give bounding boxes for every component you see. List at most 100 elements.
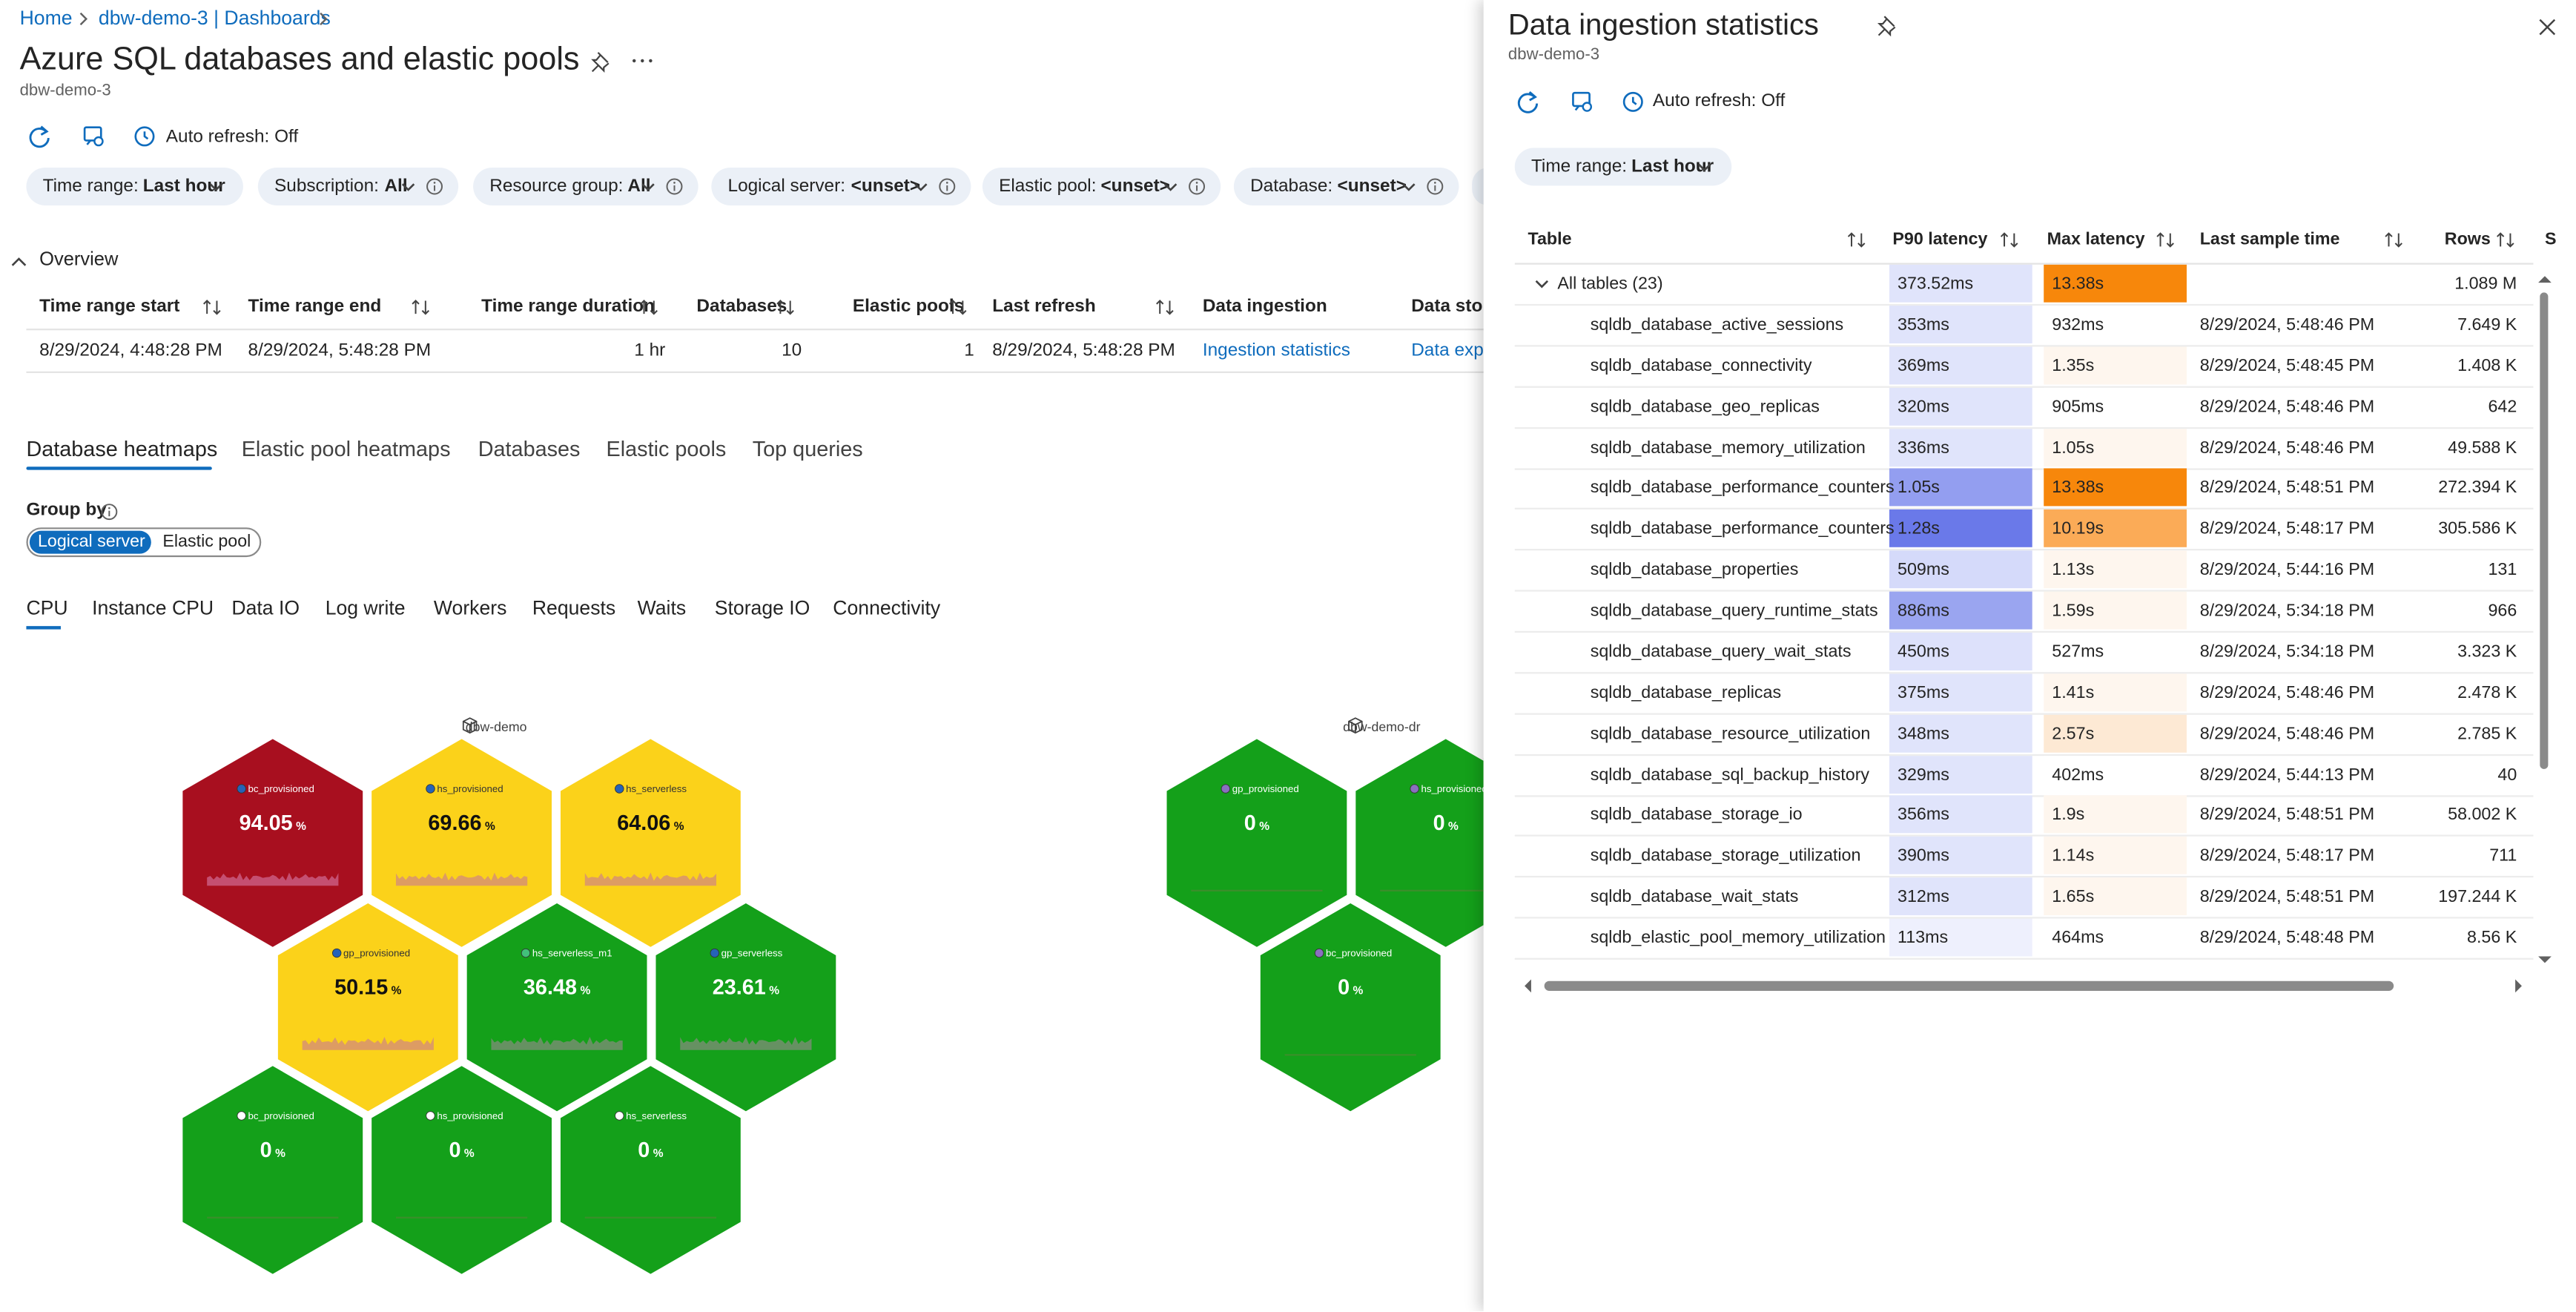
clock-icon[interactable] [1622, 90, 1645, 113]
table-row[interactable]: All tables (23) 373.52ms 13.38s 1.089 M [1514, 264, 2534, 306]
sort-icon[interactable] [1155, 297, 1175, 317]
p90-latency: 369ms [1898, 355, 1949, 376]
sort-icon[interactable] [2156, 230, 2176, 250]
refresh-button[interactable] [28, 125, 51, 148]
metric-tab[interactable]: Requests [532, 596, 616, 620]
sort-icon[interactable] [948, 297, 968, 317]
max-latency: 2.57s [2052, 723, 2095, 744]
tab[interactable]: Elastic pools [606, 436, 727, 461]
filter-pill[interactable]: Subscription: All [257, 167, 459, 205]
hex [366, 1060, 557, 1280]
table-row[interactable]: sqldb_database_active_sessions 353ms 932ms… [1514, 305, 2534, 347]
last-sample-time: 8/29/2024, 5:48:46 PM [2199, 723, 2375, 744]
auto-refresh[interactable]: Auto refresh: Off [1652, 90, 1786, 111]
metric-tab[interactable]: Storage IO [714, 596, 810, 620]
hex-tile[interactable]: hs_provisioned 69.66% [366, 733, 557, 953]
tab[interactable]: Database heatmaps [26, 436, 218, 461]
table-row[interactable]: sqldb_database_query_runtime_stats 886ms 1… [1514, 591, 2534, 633]
table-row[interactable]: sqldb_database_memory_utilization 336ms 1.… [1514, 428, 2534, 469]
breadcrumb-link[interactable]: Home [19, 6, 73, 30]
metric-tab[interactable]: CPU [26, 596, 68, 620]
filter-pill[interactable]: Time range: Last hour [26, 167, 243, 205]
table-column-header: Table [1528, 229, 1572, 250]
filter-pill[interactable]: Database: <unset> [1233, 167, 1459, 205]
hex-tile[interactable]: bc_provisioned 94.05% [177, 733, 368, 953]
hex-tile[interactable]: hs_serverless_m1 36.48% [462, 897, 653, 1118]
refresh-button[interactable] [1516, 90, 1539, 113]
filter-pill[interactable]: Elastic pool: <unset> [982, 167, 1221, 205]
sort-icon[interactable] [1999, 230, 2019, 250]
hex-tile[interactable]: hs_serverless 64.06% [555, 733, 746, 953]
tab[interactable]: Databases [478, 436, 581, 461]
hex-tile[interactable]: hs_provisioned 0% [1350, 733, 1484, 953]
sort-icon[interactable] [776, 297, 796, 317]
hex-tile[interactable]: gp_provisioned 50.15% [273, 897, 463, 1118]
table-row[interactable]: sqldb_database_sql_backup_history 329ms 40… [1514, 755, 2534, 797]
filter-label: Elastic pool: [999, 177, 1097, 197]
tab[interactable]: Elastic pool heatmaps [241, 436, 451, 461]
table-row[interactable]: sqldb_database_resource_utilization 348ms… [1514, 713, 2534, 756]
more-button[interactable] [631, 54, 654, 67]
feedback-button[interactable] [1571, 90, 1594, 113]
breadcrumb-link[interactable]: dbw-demo-3 | Dashboards [98, 6, 331, 30]
row-count: 7.649 K [2457, 314, 2517, 335]
table-row[interactable]: sqldb_database_connectivity 369ms 1.35s 8/2… [1514, 346, 2534, 388]
metric-tab[interactable]: Log write [325, 596, 406, 620]
scrollbar-thumb[interactable] [2540, 292, 2549, 769]
filter-pill[interactable]: Resource group: All [473, 167, 699, 205]
table-row[interactable]: sqldb_database_replicas 375ms 1.41s 8/29/20… [1514, 673, 2534, 715]
clock-icon[interactable] [133, 125, 156, 148]
status-dot [1221, 784, 1231, 794]
metric-tab[interactable]: Connectivity [833, 596, 941, 620]
metric-tab[interactable]: Waits [637, 596, 687, 620]
sort-icon[interactable] [639, 297, 659, 317]
sort-icon[interactable] [2495, 230, 2515, 250]
table-row[interactable]: sqldb_database_performance_counters 1.05s… [1514, 469, 2534, 510]
table-row[interactable]: sqldb_database_geo_replicas 320ms 905ms 8/2… [1514, 387, 2534, 429]
hex-tile[interactable]: bc_provisioned 0% [1255, 897, 1446, 1118]
table-row[interactable]: sqldb_database_performance_counters 1.28s… [1514, 510, 2534, 551]
hex-tile[interactable]: gp_provisioned 0% [1161, 733, 1352, 953]
p90-cell [1889, 428, 2032, 467]
overview-toggle[interactable] [10, 253, 27, 271]
table-row[interactable]: sqldb_elastic_pool_memory_utilization 113… [1514, 918, 2534, 960]
metric-tab[interactable]: Workers [433, 596, 507, 620]
table-row[interactable]: sqldb_database_storage_utilization 390ms 1… [1514, 837, 2534, 878]
hex-name: hs_serverless [626, 783, 687, 794]
table-row[interactable]: sqldb_database_wait_stats 312ms 1.65s 8/29/… [1514, 877, 2534, 919]
close-button[interactable] [2538, 18, 2556, 36]
hex-tile[interactable]: hs_serverless 0% [555, 1060, 746, 1280]
table-row[interactable]: sqldb_database_properties 509ms 1.13s 8/29/… [1514, 550, 2534, 592]
pin-button[interactable] [589, 51, 611, 73]
max-cell [2044, 632, 2187, 670]
group-by-option[interactable]: Elastic pool [162, 532, 251, 552]
hex-tile[interactable]: hs_provisioned 0% [366, 1060, 557, 1280]
feedback-button[interactable] [82, 125, 105, 148]
table-row[interactable]: sqldb_database_storage_io 356ms 1.9s 8/29/2… [1514, 796, 2534, 837]
metric-tab[interactable]: Instance CPU [92, 596, 214, 620]
filter-pill[interactable]: Time range: Last hour [1514, 148, 1732, 186]
filter-pill[interactable]: Logical server: <unset> [711, 167, 971, 205]
pin-button[interactable] [1876, 15, 1898, 37]
max-latency: 402ms [2052, 764, 2104, 785]
overview-link[interactable]: Ingestion statistics [1202, 340, 1350, 361]
metric-tab[interactable]: Data IO [231, 596, 300, 620]
heatmap-group-label: dbw-demo [466, 719, 527, 734]
sort-icon[interactable] [1846, 230, 1866, 250]
p90-latency: 312ms [1898, 887, 1949, 907]
hex-tile[interactable]: bc_provisioned 0% [177, 1060, 368, 1280]
expand-toggle[interactable] [1533, 274, 1550, 292]
toggle-selected[interactable] [29, 530, 151, 554]
max-cell [2044, 591, 2187, 630]
row-count: 1.408 K [2457, 355, 2517, 376]
sort-icon[interactable] [411, 297, 431, 317]
sort-icon[interactable] [202, 297, 222, 317]
scrollbar-thumb[interactable] [1544, 980, 2394, 992]
auto-refresh[interactable]: Auto refresh: Off [165, 127, 299, 148]
hex-tile[interactable]: gp_serverless 23.61% [650, 897, 841, 1118]
table-row[interactable]: sqldb_database_query_wait_stats 450ms 527m… [1514, 632, 2534, 674]
group-by-option[interactable]: Logical server [37, 532, 145, 552]
row-count: 49.588 K [2448, 437, 2517, 458]
tab[interactable]: Top queries [752, 436, 863, 461]
sort-icon[interactable] [2384, 230, 2404, 250]
